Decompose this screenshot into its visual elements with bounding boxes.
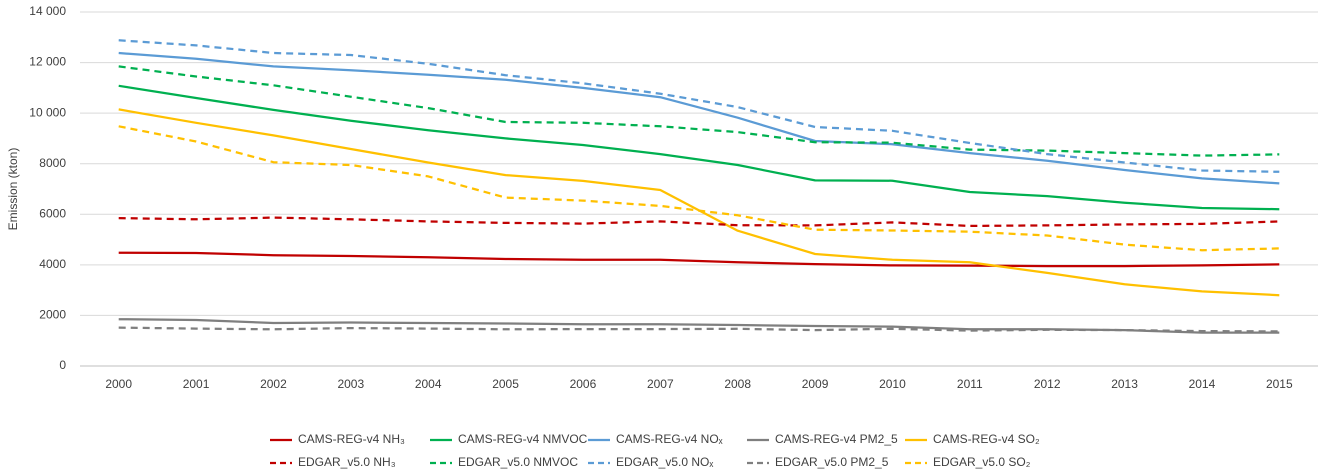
- series-line: [118, 65, 1280, 157]
- series-line: [118, 108, 1280, 297]
- x-tick-label: 2007: [647, 377, 674, 391]
- x-tick-label: 2014: [1189, 377, 1216, 391]
- legend-label: CAMS-REG-v4 NOₓ: [616, 432, 723, 446]
- x-tick-label: 2005: [492, 377, 519, 391]
- legend-label: EDGAR_v5.0 NOₓ: [616, 455, 713, 469]
- x-tick-label: 2008: [724, 377, 751, 391]
- y-tick-label: 8000: [39, 156, 66, 170]
- x-tick-label: 2001: [183, 377, 210, 391]
- series-line: [118, 318, 1280, 334]
- y-tick-label: 4000: [39, 257, 66, 271]
- x-tick-label: 2011: [957, 377, 983, 391]
- series-line: [118, 326, 1280, 333]
- x-tick-label: 2012: [1034, 377, 1061, 391]
- x-tick-label: 2013: [1111, 377, 1138, 391]
- legend-label: CAMS-REG-v4 SO₂: [933, 432, 1040, 446]
- series-line: [118, 216, 1280, 228]
- y-tick-label: 14 000: [29, 4, 66, 18]
- legend-label: EDGAR_v5.0 PM2_5: [775, 455, 889, 469]
- y-tick-label: 0: [59, 358, 66, 372]
- x-tick-label: 2010: [879, 377, 906, 391]
- y-tick-label: 6000: [39, 206, 66, 220]
- x-tick-label: 2000: [105, 377, 132, 391]
- series-line: [118, 51, 1280, 185]
- legend-label: EDGAR_v5.0 NMVOC: [458, 455, 578, 469]
- y-tick-label: 2000: [39, 308, 66, 322]
- series-line: [118, 84, 1280, 211]
- legend-label: CAMS-REG-v4 PM2_5: [775, 432, 898, 446]
- x-tick-label: 2009: [802, 377, 829, 391]
- x-tick-label: 2015: [1266, 377, 1293, 391]
- x-tick-label: 2002: [260, 377, 287, 391]
- legend-label: CAMS-REG-v4 NH₃: [298, 432, 405, 446]
- x-tick-label: 2003: [337, 377, 364, 391]
- legend-label: CAMS-REG-v4 NMVOC: [458, 432, 588, 446]
- legend-label: EDGAR_v5.0 SO₂: [933, 455, 1031, 469]
- legend-label: EDGAR_v5.0 NH₃: [298, 455, 396, 469]
- series-line: [118, 251, 1280, 268]
- series-line: [118, 125, 1280, 252]
- y-tick-label: 10 000: [29, 105, 66, 119]
- y-axis-label: Emission (kton): [6, 148, 20, 231]
- y-tick-label: 12 000: [29, 55, 66, 69]
- series-line: [118, 39, 1280, 173]
- x-tick-label: 2004: [415, 377, 442, 391]
- x-tick-label: 2006: [570, 377, 597, 391]
